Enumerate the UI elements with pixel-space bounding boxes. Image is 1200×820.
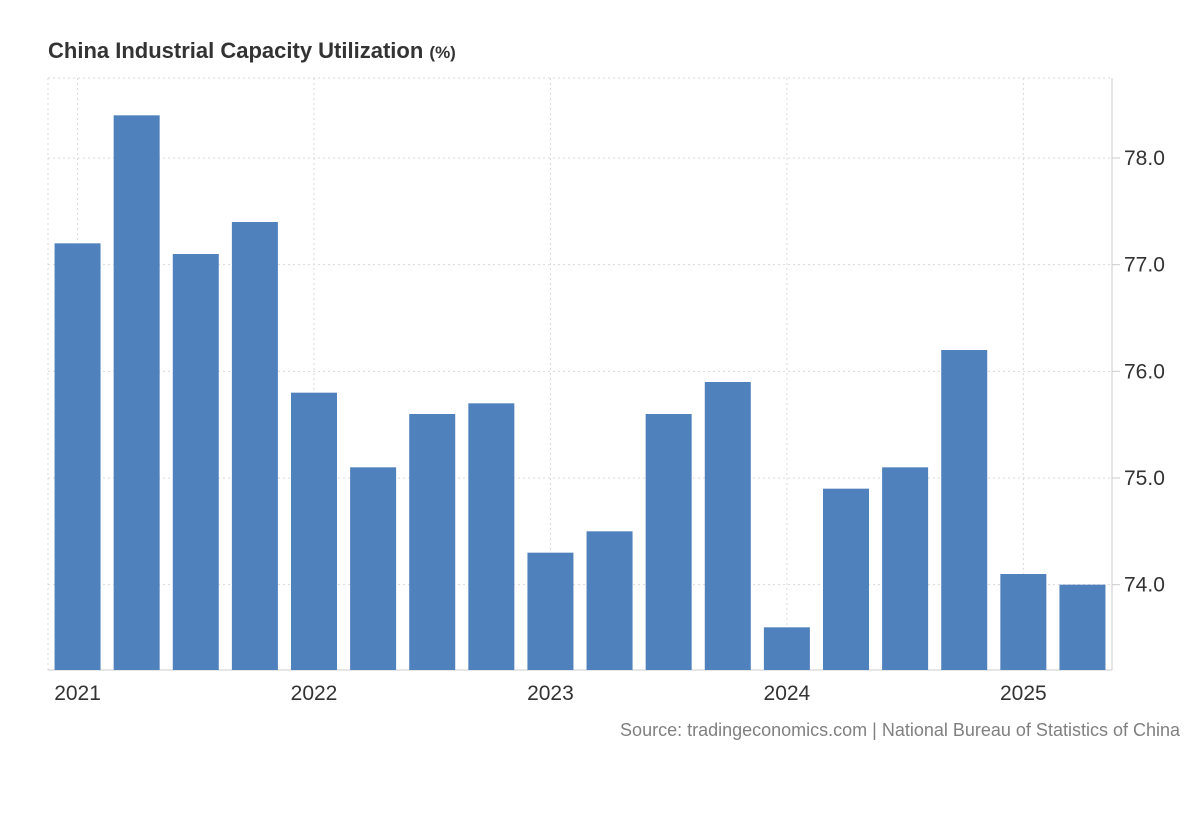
bar	[54, 243, 101, 671]
chart-title: China Industrial Capacity Utilization (%…	[48, 38, 456, 64]
bar	[882, 467, 929, 670]
x-tick-label: 2025	[1000, 682, 1047, 705]
x-tick-label: 2022	[291, 682, 338, 705]
source-credit: Source: tradingeconomics.com | National …	[620, 720, 1180, 740]
bar	[704, 382, 751, 670]
bar	[468, 403, 515, 670]
x-tick-label: 2024	[764, 682, 811, 705]
y-tick-label: 78.0	[1124, 147, 1165, 170]
x-tick-label: 2021	[54, 682, 101, 705]
bar	[1000, 574, 1047, 670]
bar	[823, 488, 869, 670]
bar	[586, 531, 633, 670]
chart-title-text: China Industrial Capacity Utilization	[48, 38, 424, 63]
x-tick-label: 2023	[527, 682, 574, 705]
bar	[645, 414, 692, 670]
y-tick-label: 75.0	[1124, 467, 1165, 490]
y-tick-label: 77.0	[1124, 254, 1165, 277]
y-tick-label: 76.0	[1124, 360, 1165, 383]
bar	[527, 552, 574, 670]
chart-title-unit: (%)	[429, 43, 456, 62]
bar	[172, 254, 219, 670]
bar	[113, 115, 160, 671]
y-tick-label: 74.0	[1124, 574, 1165, 597]
bar	[291, 392, 337, 670]
bar	[409, 414, 456, 670]
bar	[941, 350, 988, 670]
bar	[231, 222, 278, 670]
bar	[350, 467, 397, 670]
bar	[763, 627, 810, 670]
bar	[1059, 584, 1106, 670]
